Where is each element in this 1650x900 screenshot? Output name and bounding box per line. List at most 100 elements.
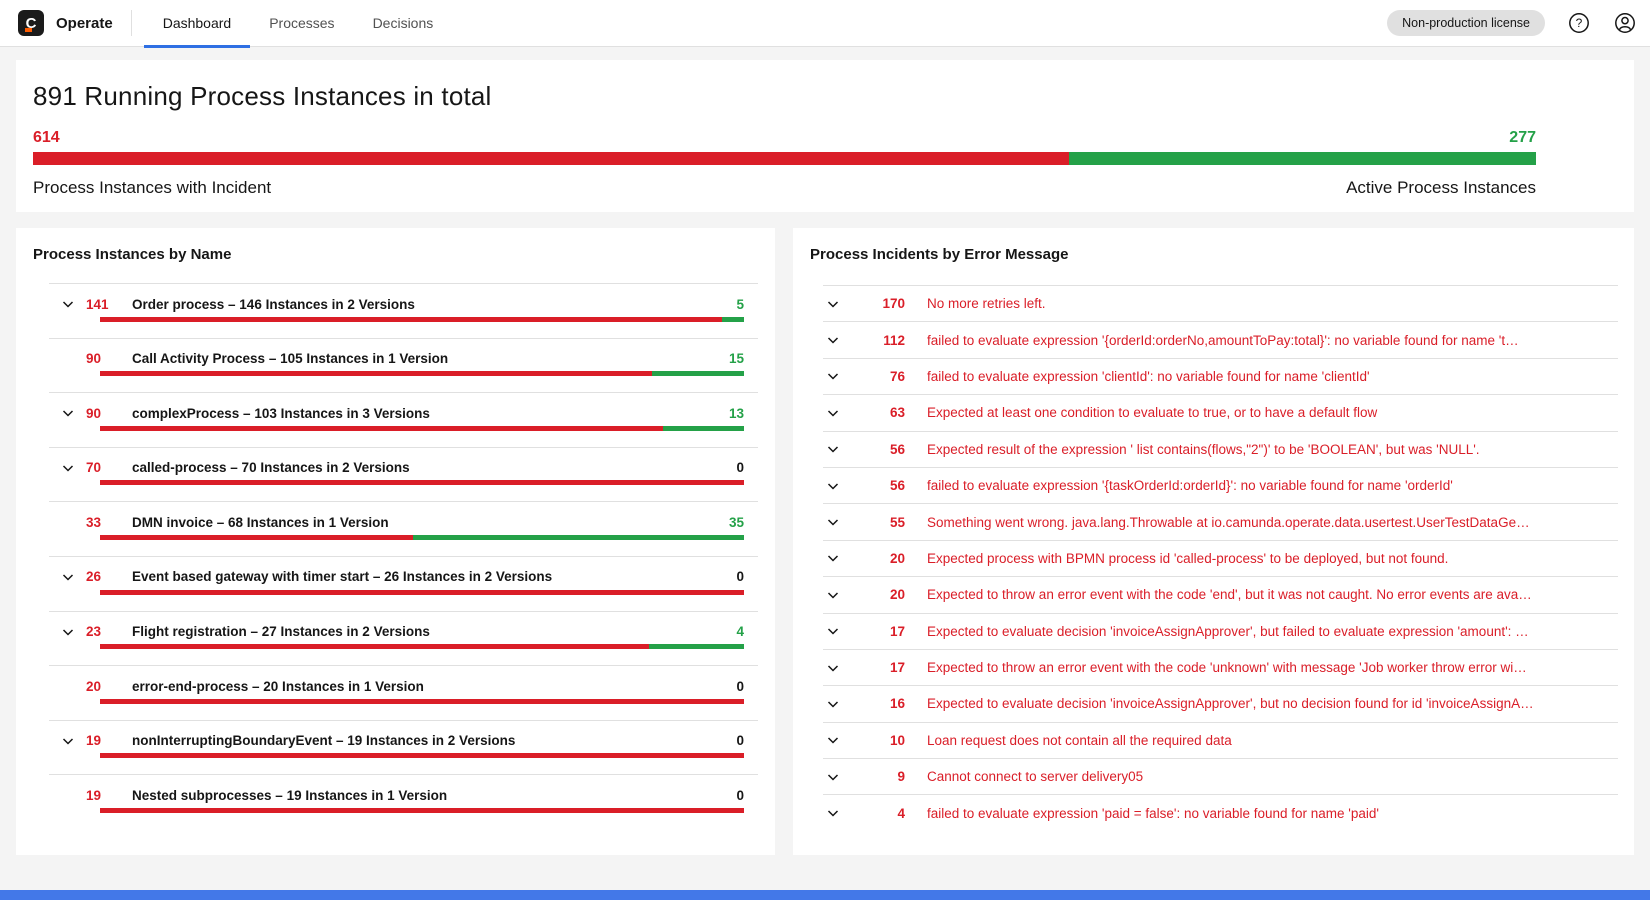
process-name[interactable]: called-process – 70 Instances in 2 Versi… [132,460,410,475]
incident-row[interactable]: 63 Expected at least one condition to ev… [823,394,1618,430]
expand-row-button[interactable] [823,730,843,750]
license-badge: Non-production license [1387,10,1545,36]
process-name[interactable]: Nested subprocesses – 19 Instances in 1 … [132,788,447,803]
chevron-down-icon [825,773,841,788]
summary-bar-incidents[interactable] [33,152,1069,165]
process-row[interactable]: 70 called-process – 70 Instances in 2 Ve… [49,447,758,502]
row-bar [100,535,744,540]
expand-row-button[interactable] [58,731,78,751]
incident-row[interactable]: 4 failed to evaluate expression 'paid = … [823,794,1618,830]
expand-row-button[interactable] [823,658,843,678]
expand-row-button[interactable] [58,622,78,642]
incident-row[interactable]: 17 Expected to throw an error event with… [823,649,1618,685]
incident-error-message[interactable]: failed to evaluate expression '{orderId:… [927,333,1618,348]
incident-row[interactable]: 56 Expected result of the expression ' l… [823,431,1618,467]
incident-row[interactable]: 55 Something went wrong. java.lang.Throw… [823,503,1618,539]
row-active-count: 4 [736,624,758,639]
expand-row-button[interactable] [823,439,843,459]
incident-error-message[interactable]: Expected to evaluate decision 'invoiceAs… [927,624,1618,639]
expand-row-button[interactable] [823,476,843,496]
incident-row[interactable]: 20 Expected process with BPMN process id… [823,540,1618,576]
row-bar-incidents [100,808,744,813]
camunda-logo-icon: C [18,10,44,36]
row-active-count: 5 [736,297,758,312]
chevron-down-icon [825,664,841,679]
expand-row-button[interactable] [823,403,843,423]
tab-dashboard[interactable]: Dashboard [144,0,251,47]
incident-error-message[interactable]: Expected to throw an error event with th… [927,587,1618,602]
expand-row-button[interactable] [823,366,843,386]
incident-row[interactable]: 56 failed to evaluate expression '{taskO… [823,467,1618,503]
incident-error-message[interactable]: Expected to evaluate decision 'invoiceAs… [927,696,1618,711]
process-name[interactable]: nonInterruptingBoundaryEvent – 19 Instan… [132,733,515,748]
expand-row-button[interactable] [58,567,78,587]
incident-error-message[interactable]: Expected process with BPMN process id 'c… [927,551,1618,566]
row-bar-active [652,371,744,376]
expand-row-button[interactable] [58,294,78,314]
process-name[interactable]: Flight registration – 27 Instances in 2 … [132,624,430,639]
tab-decisions[interactable]: Decisions [354,0,453,47]
expand-row-button[interactable] [58,403,78,423]
process-row[interactable]: 90 Call Activity Process – 105 Instances… [49,338,758,393]
row-bar [100,480,744,485]
incident-row[interactable]: 9 Cannot connect to server delivery05 [823,758,1618,794]
incident-row[interactable]: 10 Loan request does not contain all the… [823,722,1618,758]
process-name[interactable]: DMN invoice – 68 Instances in 1 Version [132,515,389,530]
incident-row[interactable]: 16 Expected to evaluate decision 'invoic… [823,685,1618,721]
expand-row-button[interactable] [823,803,843,823]
incident-error-message[interactable]: Expected to throw an error event with th… [927,660,1618,675]
incident-row[interactable]: 20 Expected to throw an error event with… [823,576,1618,612]
process-row[interactable]: 26 Event based gateway with timer start … [49,556,758,611]
app-name: Operate [56,15,113,32]
process-row[interactable]: 19 Nested subprocesses – 19 Instances in… [49,774,758,829]
expand-row-button[interactable] [823,767,843,787]
process-name[interactable]: error-end-process – 20 Instances in 1 Ve… [132,679,424,694]
process-name[interactable]: Call Activity Process – 105 Instances in… [132,351,448,366]
incident-error-message[interactable]: Expected at least one condition to evalu… [927,405,1618,420]
incident-row[interactable]: 17 Expected to evaluate decision 'invoic… [823,613,1618,649]
expand-row-button[interactable] [823,330,843,350]
incident-count: 112 [849,333,905,348]
top-navigation-bar: C Operate Dashboard Processes Decisions … [0,0,1650,47]
active-total-count: 277 [1509,129,1536,147]
expand-row-button[interactable] [823,294,843,314]
process-row[interactable]: 33 DMN invoice – 68 Instances in 1 Versi… [49,501,758,556]
expand-row-button[interactable] [823,694,843,714]
incident-error-message[interactable]: Something went wrong. java.lang.Throwabl… [927,515,1618,530]
incident-error-message[interactable]: No more retries left. [927,296,1618,311]
expand-row-button[interactable] [823,621,843,641]
incident-error-message[interactable]: Loan request does not contain all the re… [927,733,1618,748]
row-active-count: 13 [729,406,758,421]
process-row[interactable]: 90 complexProcess – 103 Instances in 3 V… [49,392,758,447]
expand-row-button[interactable] [823,548,843,568]
incident-row[interactable]: 112 failed to evaluate expression '{orde… [823,321,1618,357]
help-button[interactable]: ? [1567,11,1591,35]
incident-error-message[interactable]: failed to evaluate expression 'paid = fa… [927,806,1618,821]
expand-row-button[interactable] [823,512,843,532]
expand-row-button[interactable] [823,585,843,605]
process-name[interactable]: Event based gateway with timer start – 2… [132,569,552,584]
incident-error-message[interactable]: Expected result of the expression ' list… [927,442,1618,457]
incident-error-message[interactable]: Cannot connect to server delivery05 [927,769,1618,784]
page-title: 891 Running Process Instances in total [33,81,1536,112]
row-incidents-count: 23 [86,624,132,639]
summary-bar-active[interactable] [1069,152,1536,165]
incident-row[interactable]: 170 No more retries left. [823,285,1618,321]
incident-error-message[interactable]: failed to evaluate expression '{taskOrde… [927,478,1618,493]
incident-count: 4 [849,806,905,821]
tab-processes[interactable]: Processes [250,0,353,47]
user-menu-button[interactable] [1613,11,1637,35]
process-row[interactable]: 19 nonInterruptingBoundaryEvent – 19 Ins… [49,720,758,775]
process-name[interactable]: complexProcess – 103 Instances in 3 Vers… [132,406,430,421]
row-incidents-count: 141 [86,297,132,312]
summary-bar [33,152,1536,165]
chevron-down-icon [60,464,76,479]
row-bar-incidents [100,480,744,485]
process-row[interactable]: 20 error-end-process – 20 Instances in 1… [49,665,758,720]
incident-row[interactable]: 76 failed to evaluate expression 'client… [823,358,1618,394]
process-name[interactable]: Order process – 146 Instances in 2 Versi… [132,297,415,312]
expand-row-button[interactable] [58,458,78,478]
process-row[interactable]: 23 Flight registration – 27 Instances in… [49,611,758,666]
incident-error-message[interactable]: failed to evaluate expression 'clientId'… [927,369,1618,384]
process-row[interactable]: 141 Order process – 146 Instances in 2 V… [49,283,758,338]
